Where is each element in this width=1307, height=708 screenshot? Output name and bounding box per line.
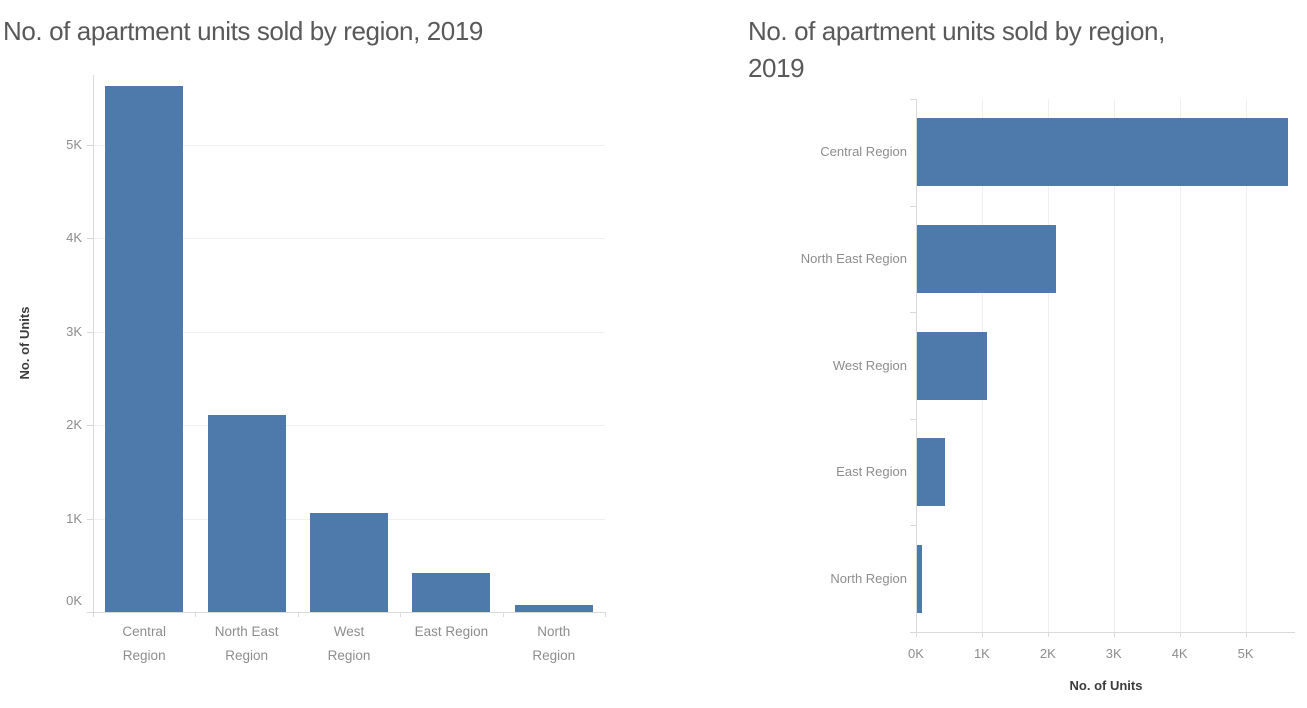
x-tick-mark bbox=[1113, 632, 1115, 637]
x-tick-label: 0K bbox=[908, 646, 924, 661]
category-boundary-tick bbox=[502, 612, 504, 617]
y-tick-mark bbox=[87, 238, 93, 240]
x-category-label-east-region: East Region bbox=[414, 624, 489, 639]
x-category-label-north-region: North Region bbox=[532, 624, 576, 663]
h-gridline bbox=[93, 145, 605, 147]
x-tick-label: 3K bbox=[1105, 646, 1122, 661]
h-gridline bbox=[93, 238, 605, 240]
bar-north-region bbox=[917, 544, 922, 613]
v-gridline bbox=[1047, 99, 1049, 632]
y-tick-mark bbox=[87, 145, 93, 147]
y-tick-mark bbox=[87, 425, 93, 427]
right-x-axis-title: No. of Units bbox=[1069, 678, 1143, 693]
x-tick-mark bbox=[981, 632, 983, 637]
right-chart-title-line2: 2019 bbox=[748, 53, 805, 83]
x-tick-label: 5K bbox=[1237, 646, 1254, 661]
x-axis-line bbox=[916, 632, 1295, 633]
h-gridline bbox=[93, 425, 605, 427]
row-boundary-tick bbox=[910, 312, 916, 314]
x-axis-line bbox=[93, 612, 605, 613]
left-chart-title: No. of apartment units sold by region, 2… bbox=[3, 16, 483, 46]
bar-central-region bbox=[105, 86, 184, 612]
right-chart-title-line1: No. of apartment units sold by region, bbox=[748, 16, 1165, 46]
x-tick-mark bbox=[1047, 632, 1049, 637]
row-boundary-tick bbox=[910, 418, 916, 420]
x-tick-mark bbox=[916, 632, 917, 637]
bar-east-region bbox=[412, 572, 491, 612]
category-boundary-tick bbox=[400, 612, 402, 617]
y-tick-label: 3K bbox=[66, 323, 82, 339]
left-y-axis-title: No. of Units bbox=[17, 306, 32, 380]
category-boundary-tick bbox=[93, 612, 94, 617]
y-tick-mark bbox=[87, 331, 93, 333]
y-tick-label: 0K bbox=[66, 593, 82, 608]
y-axis-line bbox=[93, 75, 94, 612]
bar-central-region bbox=[917, 118, 1289, 187]
y-category-label-east-region: East Region bbox=[836, 464, 907, 480]
y-category-label-north-east-region: North East Region bbox=[800, 250, 907, 266]
y-tick-label: 2K bbox=[66, 417, 82, 433]
y-category-label-west-region: West Region bbox=[832, 357, 907, 373]
x-tick-label: 2K bbox=[1039, 646, 1056, 661]
bar-north-east-region bbox=[917, 224, 1057, 293]
y-tick-label: 5K bbox=[66, 137, 82, 153]
row-boundary-tick bbox=[910, 632, 916, 633]
x-category-label-north-east-region: North East Region bbox=[214, 624, 279, 663]
v-gridline bbox=[1179, 99, 1181, 632]
x-tick-label: 1K bbox=[973, 646, 990, 661]
bar-east-region bbox=[917, 438, 945, 507]
x-tick-label: 4K bbox=[1171, 646, 1188, 661]
bar-west-region bbox=[310, 513, 388, 612]
category-boundary-tick bbox=[605, 612, 606, 617]
row-boundary-tick bbox=[910, 99, 916, 100]
bar-north-region bbox=[514, 605, 593, 612]
bar-west-region bbox=[917, 331, 987, 400]
bar-north-east-region bbox=[207, 414, 286, 612]
y-tick-label: 1K bbox=[66, 510, 82, 526]
y-category-label-north-region: North Region bbox=[830, 570, 907, 586]
y-tick-mark bbox=[87, 518, 93, 520]
y-tick-label: 4K bbox=[66, 230, 82, 246]
x-category-label-central-region: Central Region bbox=[122, 624, 166, 663]
row-boundary-tick bbox=[910, 205, 916, 207]
category-boundary-tick bbox=[195, 612, 197, 617]
v-gridline bbox=[1245, 99, 1247, 632]
h-gridline bbox=[93, 331, 605, 333]
y-category-label-central-region: Central Region bbox=[820, 144, 907, 160]
x-tick-mark bbox=[1245, 632, 1247, 637]
x-tick-mark bbox=[1179, 632, 1181, 637]
row-boundary-tick bbox=[910, 525, 916, 527]
x-category-label-west-region: West Region bbox=[327, 624, 371, 663]
category-boundary-tick bbox=[297, 612, 299, 617]
y-tick-mark bbox=[87, 612, 93, 613]
v-gridline bbox=[1113, 99, 1115, 632]
v-gridline bbox=[916, 99, 917, 632]
